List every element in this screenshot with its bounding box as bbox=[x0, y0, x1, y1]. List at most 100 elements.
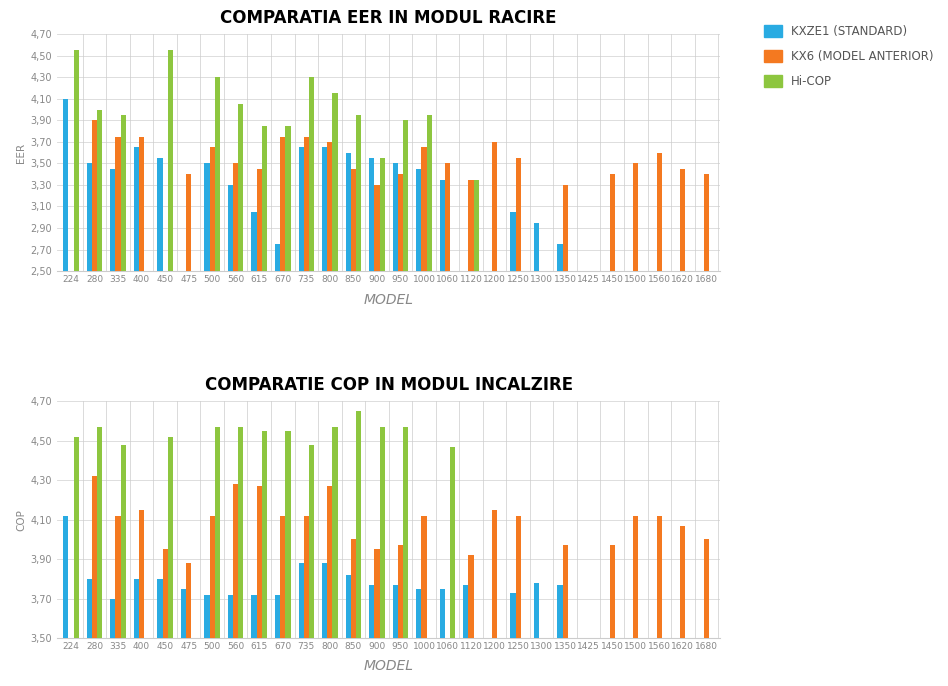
Bar bbox=[333, 93, 337, 271]
Bar bbox=[87, 163, 92, 271]
Bar bbox=[322, 563, 327, 638]
Bar bbox=[281, 137, 285, 271]
Bar bbox=[228, 595, 233, 638]
Bar bbox=[510, 212, 516, 271]
Bar bbox=[346, 575, 351, 638]
Bar bbox=[369, 584, 374, 638]
Bar bbox=[275, 595, 281, 638]
Bar bbox=[64, 99, 68, 271]
Bar bbox=[392, 163, 398, 271]
Bar bbox=[403, 427, 409, 638]
X-axis label: MODEL: MODEL bbox=[364, 292, 413, 307]
Bar bbox=[392, 584, 398, 638]
Bar bbox=[210, 147, 215, 271]
Bar bbox=[422, 147, 427, 271]
Bar bbox=[327, 486, 333, 638]
Bar bbox=[557, 584, 562, 638]
Bar bbox=[257, 169, 262, 271]
Bar bbox=[510, 593, 516, 638]
Bar bbox=[356, 411, 361, 638]
Bar bbox=[262, 431, 267, 638]
Bar bbox=[134, 579, 139, 638]
Bar bbox=[64, 516, 68, 638]
Bar bbox=[205, 595, 210, 638]
Bar bbox=[681, 169, 685, 271]
Bar bbox=[238, 104, 244, 271]
Bar bbox=[351, 539, 356, 638]
Y-axis label: EER: EER bbox=[16, 143, 27, 163]
Bar bbox=[516, 516, 520, 638]
Bar bbox=[422, 516, 427, 638]
Bar bbox=[657, 153, 662, 271]
Bar bbox=[210, 516, 215, 638]
Bar bbox=[703, 174, 709, 271]
Bar bbox=[534, 223, 539, 271]
Bar bbox=[275, 244, 281, 271]
Y-axis label: COP: COP bbox=[16, 509, 27, 530]
Bar bbox=[74, 51, 79, 271]
Bar bbox=[633, 163, 638, 271]
Bar bbox=[215, 78, 220, 271]
Bar bbox=[374, 185, 379, 271]
Bar bbox=[251, 212, 257, 271]
Bar bbox=[120, 445, 126, 638]
Bar bbox=[205, 163, 210, 271]
Bar bbox=[303, 137, 309, 271]
Bar bbox=[257, 486, 262, 638]
Bar bbox=[186, 563, 191, 638]
Bar bbox=[186, 174, 191, 271]
Bar bbox=[134, 147, 139, 271]
Bar bbox=[303, 516, 309, 638]
Title: COMPARATIE COP IN MODUL INCALZIRE: COMPARATIE COP IN MODUL INCALZIRE bbox=[205, 376, 573, 394]
Bar bbox=[97, 110, 102, 271]
Bar bbox=[299, 147, 303, 271]
Bar bbox=[233, 484, 238, 638]
Bar bbox=[379, 158, 385, 271]
Bar bbox=[681, 525, 685, 638]
Bar bbox=[557, 244, 562, 271]
Bar bbox=[398, 545, 403, 638]
Bar bbox=[285, 126, 290, 271]
Bar bbox=[281, 516, 285, 638]
Bar bbox=[116, 516, 120, 638]
Bar bbox=[92, 120, 97, 271]
Bar bbox=[285, 431, 290, 638]
Bar bbox=[262, 126, 267, 271]
Bar bbox=[251, 595, 257, 638]
Bar bbox=[450, 447, 455, 638]
Bar bbox=[440, 180, 445, 271]
Bar bbox=[322, 147, 327, 271]
Bar bbox=[427, 115, 431, 271]
Bar bbox=[157, 579, 162, 638]
Bar bbox=[374, 549, 379, 638]
Bar bbox=[228, 185, 233, 271]
Bar bbox=[403, 120, 409, 271]
Bar bbox=[346, 153, 351, 271]
Bar bbox=[116, 137, 120, 271]
Bar bbox=[110, 598, 116, 638]
Bar bbox=[445, 163, 450, 271]
Bar bbox=[309, 445, 314, 638]
Bar bbox=[351, 169, 356, 271]
Bar bbox=[379, 427, 385, 638]
Bar bbox=[534, 582, 539, 638]
Bar bbox=[703, 539, 709, 638]
Bar bbox=[369, 158, 374, 271]
Bar bbox=[657, 516, 662, 638]
Bar bbox=[468, 180, 474, 271]
Bar bbox=[157, 158, 162, 271]
Bar bbox=[238, 427, 244, 638]
Bar bbox=[139, 137, 144, 271]
Bar bbox=[516, 158, 520, 271]
Bar bbox=[492, 142, 497, 271]
Bar bbox=[168, 51, 173, 271]
Legend: KXZE1 (STANDARD), KX6 (MODEL ANTERIOR), Hi-COP: KXZE1 (STANDARD), KX6 (MODEL ANTERIOR), … bbox=[759, 21, 939, 93]
Bar bbox=[492, 510, 497, 638]
Bar bbox=[356, 115, 361, 271]
Title: COMPARATIA EER IN MODUL RACIRE: COMPARATIA EER IN MODUL RACIRE bbox=[221, 9, 556, 27]
Bar bbox=[633, 516, 638, 638]
Bar bbox=[215, 427, 220, 638]
Bar bbox=[416, 589, 422, 638]
Bar bbox=[562, 185, 568, 271]
Bar bbox=[120, 115, 126, 271]
